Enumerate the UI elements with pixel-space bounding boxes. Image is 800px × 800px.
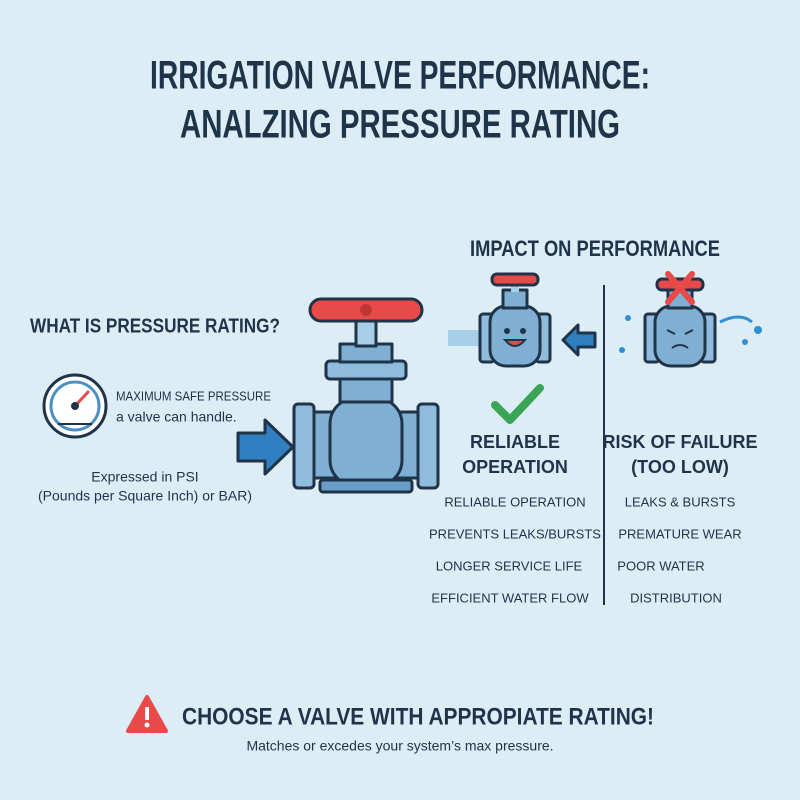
failing-valve-part <box>754 326 762 334</box>
main-valve-part <box>416 402 440 490</box>
units-text: Expressed in PSI <box>91 469 198 485</box>
column-title: (TOO LOW) <box>631 457 729 477</box>
column-title: OPERATION <box>462 457 568 477</box>
gauge-icon-part <box>71 402 79 410</box>
happy-valve-part <box>520 328 526 334</box>
failing-valve-part <box>665 271 695 305</box>
warning-icon <box>126 695 168 733</box>
failing-valve-part <box>671 344 689 349</box>
section-heading: IMPACT ON PERFORMANCE <box>470 236 720 261</box>
failing-valve-part <box>625 315 631 321</box>
column-title: RISK OF FAILURE <box>602 432 757 452</box>
callout: CHOOSE A VALVE WITH APPROPIATE RATING! M… <box>126 695 654 754</box>
main-valve-part <box>292 402 316 490</box>
happy-valve <box>448 272 597 424</box>
column-item: PREMATURE WEAR <box>618 526 741 541</box>
units-text: (Pounds per Square Inch) or BAR) <box>38 488 252 504</box>
column-item: LEAKS & BURSTS <box>625 494 736 509</box>
gauge-icon <box>42 373 108 439</box>
main-valve-part <box>318 478 414 494</box>
happy-valve-part <box>504 328 510 334</box>
column-item: PREVENTS LEAKS/BURSTS <box>429 526 601 541</box>
good-column: RELIABLE OPERATION RELIABLE OPERATION PR… <box>429 432 601 606</box>
gauge-text: a valve can handle. <box>116 409 237 425</box>
callout-text: Matches or excedes your system’s max pre… <box>246 738 553 754</box>
failing-valve-part <box>619 347 625 353</box>
section-heading: WHAT IS PRESSURE RATING? <box>30 315 280 337</box>
happy-valve-part <box>501 288 529 310</box>
happy-valve-part <box>511 282 519 292</box>
column-item: POOR WATER <box>617 558 704 573</box>
happy-valve-part <box>561 323 597 357</box>
title-line: IRRIGATION VALVE PERFORMANCE: <box>150 54 650 98</box>
failing-valve-part <box>684 329 694 335</box>
title-line: ANALZING PRESSURE RATING <box>180 103 620 147</box>
happy-valve-part <box>491 384 544 424</box>
failing-valve-part <box>666 329 676 335</box>
happy-valve-part <box>448 330 484 346</box>
bad-column: RISK OF FAILURE (TOO LOW) LEAKS & BURSTS… <box>602 432 757 606</box>
happy-valve-part <box>490 272 540 287</box>
definition: WHAT IS PRESSURE RATING? MAXIMUM SAFE PR… <box>30 315 280 503</box>
column-title: RELIABLE <box>470 432 560 452</box>
gauge-text: MAXIMUM SAFE PRESSURE <box>116 388 271 403</box>
failing-valve <box>619 271 762 368</box>
failing-valve-part <box>719 315 753 324</box>
column-item: DISTRIBUTION <box>630 590 722 605</box>
main-valve-part <box>328 396 404 488</box>
main-valve-part <box>236 418 295 476</box>
column-item: LONGER SERVICE LIFE <box>436 558 583 573</box>
title: IRRIGATION VALVE PERFORMANCE: ANALZING P… <box>150 54 650 147</box>
column-item: EFFICIENT WATER FLOW <box>431 590 589 605</box>
main-valve-part <box>324 359 408 381</box>
happy-valve-part <box>488 304 542 368</box>
failing-valve-part <box>742 339 748 345</box>
column-item: RELIABLE OPERATION <box>444 494 585 509</box>
happy-valve-part <box>502 339 528 347</box>
gauge-icon-part <box>49 380 101 432</box>
main-valve-part <box>360 304 372 316</box>
callout-heading: CHOOSE A VALVE WITH APPROPIATE RATING! <box>182 703 654 730</box>
failing-valve-part <box>653 304 707 368</box>
warning-icon-part <box>145 707 149 720</box>
main-valve <box>236 297 440 494</box>
warning-icon-part <box>144 722 150 728</box>
